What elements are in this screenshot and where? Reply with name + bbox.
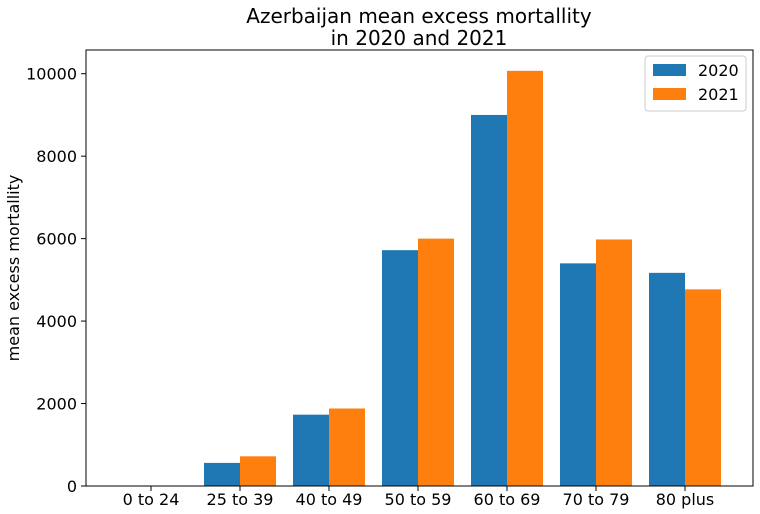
bar-2020-4 <box>471 114 507 487</box>
y-axis-label: mean excess mortallity <box>4 175 23 362</box>
bar-2020-3 <box>382 250 418 486</box>
bars-group <box>204 70 721 487</box>
y-axis: 0 2000 4000 6000 8000 10000 <box>26 65 86 496</box>
y-tick-label: 4000 <box>36 312 77 331</box>
chart-title-line-2: in 2020 and 2021 <box>331 26 508 50</box>
bar-2020-5 <box>560 263 596 486</box>
y-tick-label: 0 <box>67 477 77 496</box>
bar-2021-1 <box>240 456 276 486</box>
bar-2021-3 <box>418 238 454 486</box>
y-tick-label: 6000 <box>36 230 77 249</box>
y-tick-label: 8000 <box>36 147 77 166</box>
x-tick-label: 70 to 79 <box>563 490 630 509</box>
y-tick-label: 10000 <box>26 65 77 84</box>
bar-2021-2 <box>329 408 365 486</box>
x-tick-label: 50 to 59 <box>385 490 452 509</box>
x-tick-label: 0 to 24 <box>123 490 180 509</box>
legend: 2020 2021 <box>644 55 747 112</box>
x-tick-label: 60 to 69 <box>474 490 541 509</box>
bar-2021-5 <box>596 239 632 486</box>
bar-2021-4 <box>507 70 543 486</box>
x-tick-label: 40 to 49 <box>296 490 363 509</box>
legend-label-2021: 2021 <box>698 85 739 104</box>
plot-frame <box>85 49 754 487</box>
bar-2021-6 <box>685 289 721 486</box>
y-tick-label: 2000 <box>36 395 77 414</box>
x-tick-label: 25 to 39 <box>207 490 274 509</box>
chart-title-line-1: Azerbaijan mean excess mortallity <box>246 4 592 28</box>
bar-2020-6 <box>649 272 685 486</box>
x-tick-label: 80 plus <box>656 490 715 509</box>
bar-2020-1 <box>204 462 240 486</box>
legend-swatch-2020 <box>653 64 686 76</box>
legend-label-2020: 2020 <box>698 61 739 80</box>
x-axis: 0 to 24 25 to 39 40 to 49 50 to 59 60 to 69 7… <box>123 486 715 509</box>
bar-2020-2 <box>293 414 329 486</box>
legend-swatch-2021 <box>653 88 686 100</box>
